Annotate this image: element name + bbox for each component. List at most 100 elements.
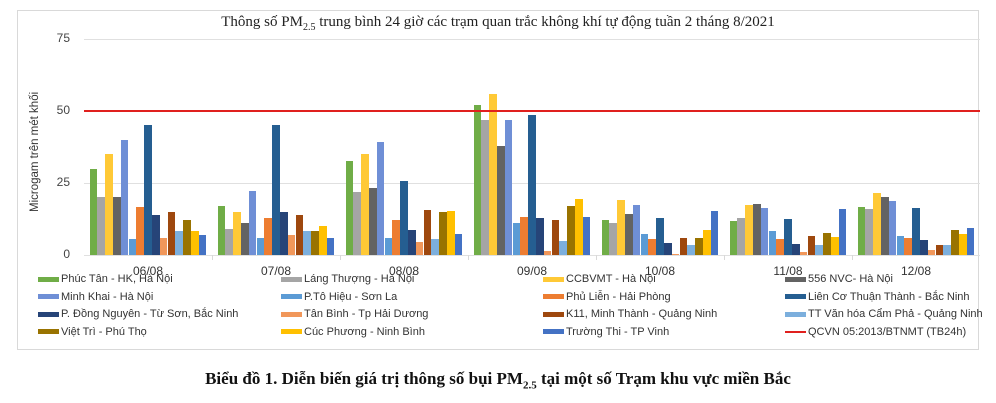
legend-swatch [785, 311, 806, 317]
bar [376, 141, 385, 255]
bar [799, 251, 808, 255]
bar [567, 206, 575, 255]
bar [512, 223, 521, 255]
bar [551, 219, 560, 255]
bar [128, 239, 137, 255]
legend-item: Việt Trì - Phú Thọ [38, 326, 147, 338]
bar [159, 238, 168, 255]
legend-swatch [38, 294, 59, 299]
bar [574, 199, 583, 255]
bar [167, 212, 176, 255]
bar [768, 230, 777, 255]
bar [791, 244, 800, 255]
bar [248, 190, 257, 255]
bar [392, 219, 401, 255]
bar [695, 237, 703, 255]
bar [582, 217, 591, 255]
legend-label: TT Văn hóa Cẩm Phả - Quảng Ninh [808, 308, 983, 320]
legend-label: K11, Minh Thành - Quảng Ninh [566, 308, 718, 320]
legend-item: TT Văn hóa Cẩm Phả - Quảng Ninh [785, 308, 983, 320]
legend-label: Trường Thi - TP Vinh [566, 325, 670, 338]
figure-caption: Biểu đồ 1. Diễn biến giá trị thông số bụ… [205, 369, 791, 392]
bar [737, 217, 746, 255]
bar [183, 220, 191, 255]
legend-swatch [543, 311, 564, 317]
bar [640, 234, 649, 255]
y-tick-label: 50 [56, 103, 70, 117]
x-tick [468, 255, 469, 260]
x-tick [340, 255, 341, 260]
bar [919, 240, 928, 255]
x-tick-label: 06/08 [132, 264, 164, 278]
legend-label: CCBVMT - Hà Nội [566, 273, 656, 285]
gridline [84, 255, 980, 256]
bar [400, 180, 408, 255]
bar [679, 237, 688, 255]
legend-label: Láng Thượng - Hà Nội [304, 273, 415, 285]
bar [233, 211, 241, 255]
legend-item: K11, Minh Thành - Quảng Ninh [543, 308, 717, 320]
x-tick-label: 11/08 [773, 264, 803, 278]
bar [136, 207, 145, 255]
bar [752, 204, 761, 255]
bar [105, 154, 113, 255]
bar [295, 214, 304, 255]
bar [896, 236, 905, 255]
bar [671, 254, 680, 255]
legend-label: Phủ Liễn - Hải Phòng [566, 290, 671, 303]
bar [473, 105, 482, 255]
legend-item: 556 NVC- Hà Nội [785, 273, 893, 285]
bar [776, 238, 785, 255]
bar [815, 245, 824, 255]
bar [264, 217, 273, 255]
bar [912, 208, 920, 255]
legend-item: Tân Bình - Tp Hải Dương [281, 308, 428, 320]
bar [830, 236, 839, 255]
reference-line [84, 110, 980, 112]
bar [966, 228, 975, 255]
legend-item: P.Tô Hiệu - Sơn La [281, 291, 397, 303]
legend-swatch [38, 276, 59, 282]
bar [407, 229, 416, 255]
legend-swatch [785, 276, 806, 282]
bar [384, 238, 393, 255]
bar [710, 210, 719, 255]
bar [423, 209, 432, 255]
legend-label: QCVN 05:2013/BTNMT (TB24h) [808, 325, 967, 338]
bar [617, 199, 625, 255]
legend-item: Liên Cơ Thuận Thành - Bắc Ninh [785, 291, 970, 303]
bar [656, 218, 664, 255]
legend-item: Trường Thi - TP Vinh [543, 326, 669, 338]
bar [520, 217, 529, 255]
bar [454, 233, 463, 255]
x-tick [596, 255, 597, 260]
legend-label: P.Tô Hiệu - Sơn La [304, 290, 398, 303]
bar [760, 208, 769, 255]
legend-swatch [543, 329, 564, 334]
x-tick-label: 09/08 [516, 264, 548, 278]
legend-item: Láng Thượng - Hà Nội [281, 273, 414, 285]
legend-label: Việt Trì - Phú Thọ [61, 325, 147, 338]
legend-swatch [543, 294, 564, 299]
x-tick-label: 08/08 [388, 264, 420, 278]
bar [89, 168, 98, 255]
bar [272, 125, 280, 255]
bar [559, 240, 568, 255]
bar [601, 220, 610, 255]
x-tick-label: 07/08 [260, 264, 292, 278]
x-tick-label: 10/08 [644, 264, 676, 278]
x-tick [852, 255, 853, 260]
bar [217, 206, 226, 255]
bar [865, 209, 874, 255]
bar [368, 188, 377, 255]
bar [951, 230, 959, 255]
legend-label: Minh Khai - Hà Nội [61, 290, 154, 303]
bar [729, 221, 738, 255]
bar [943, 244, 952, 255]
y-tick-label: 75 [56, 31, 70, 45]
legend-swatch [281, 311, 302, 317]
bar [702, 230, 711, 255]
bar [345, 161, 354, 255]
bar [543, 250, 552, 255]
bar [318, 226, 327, 255]
